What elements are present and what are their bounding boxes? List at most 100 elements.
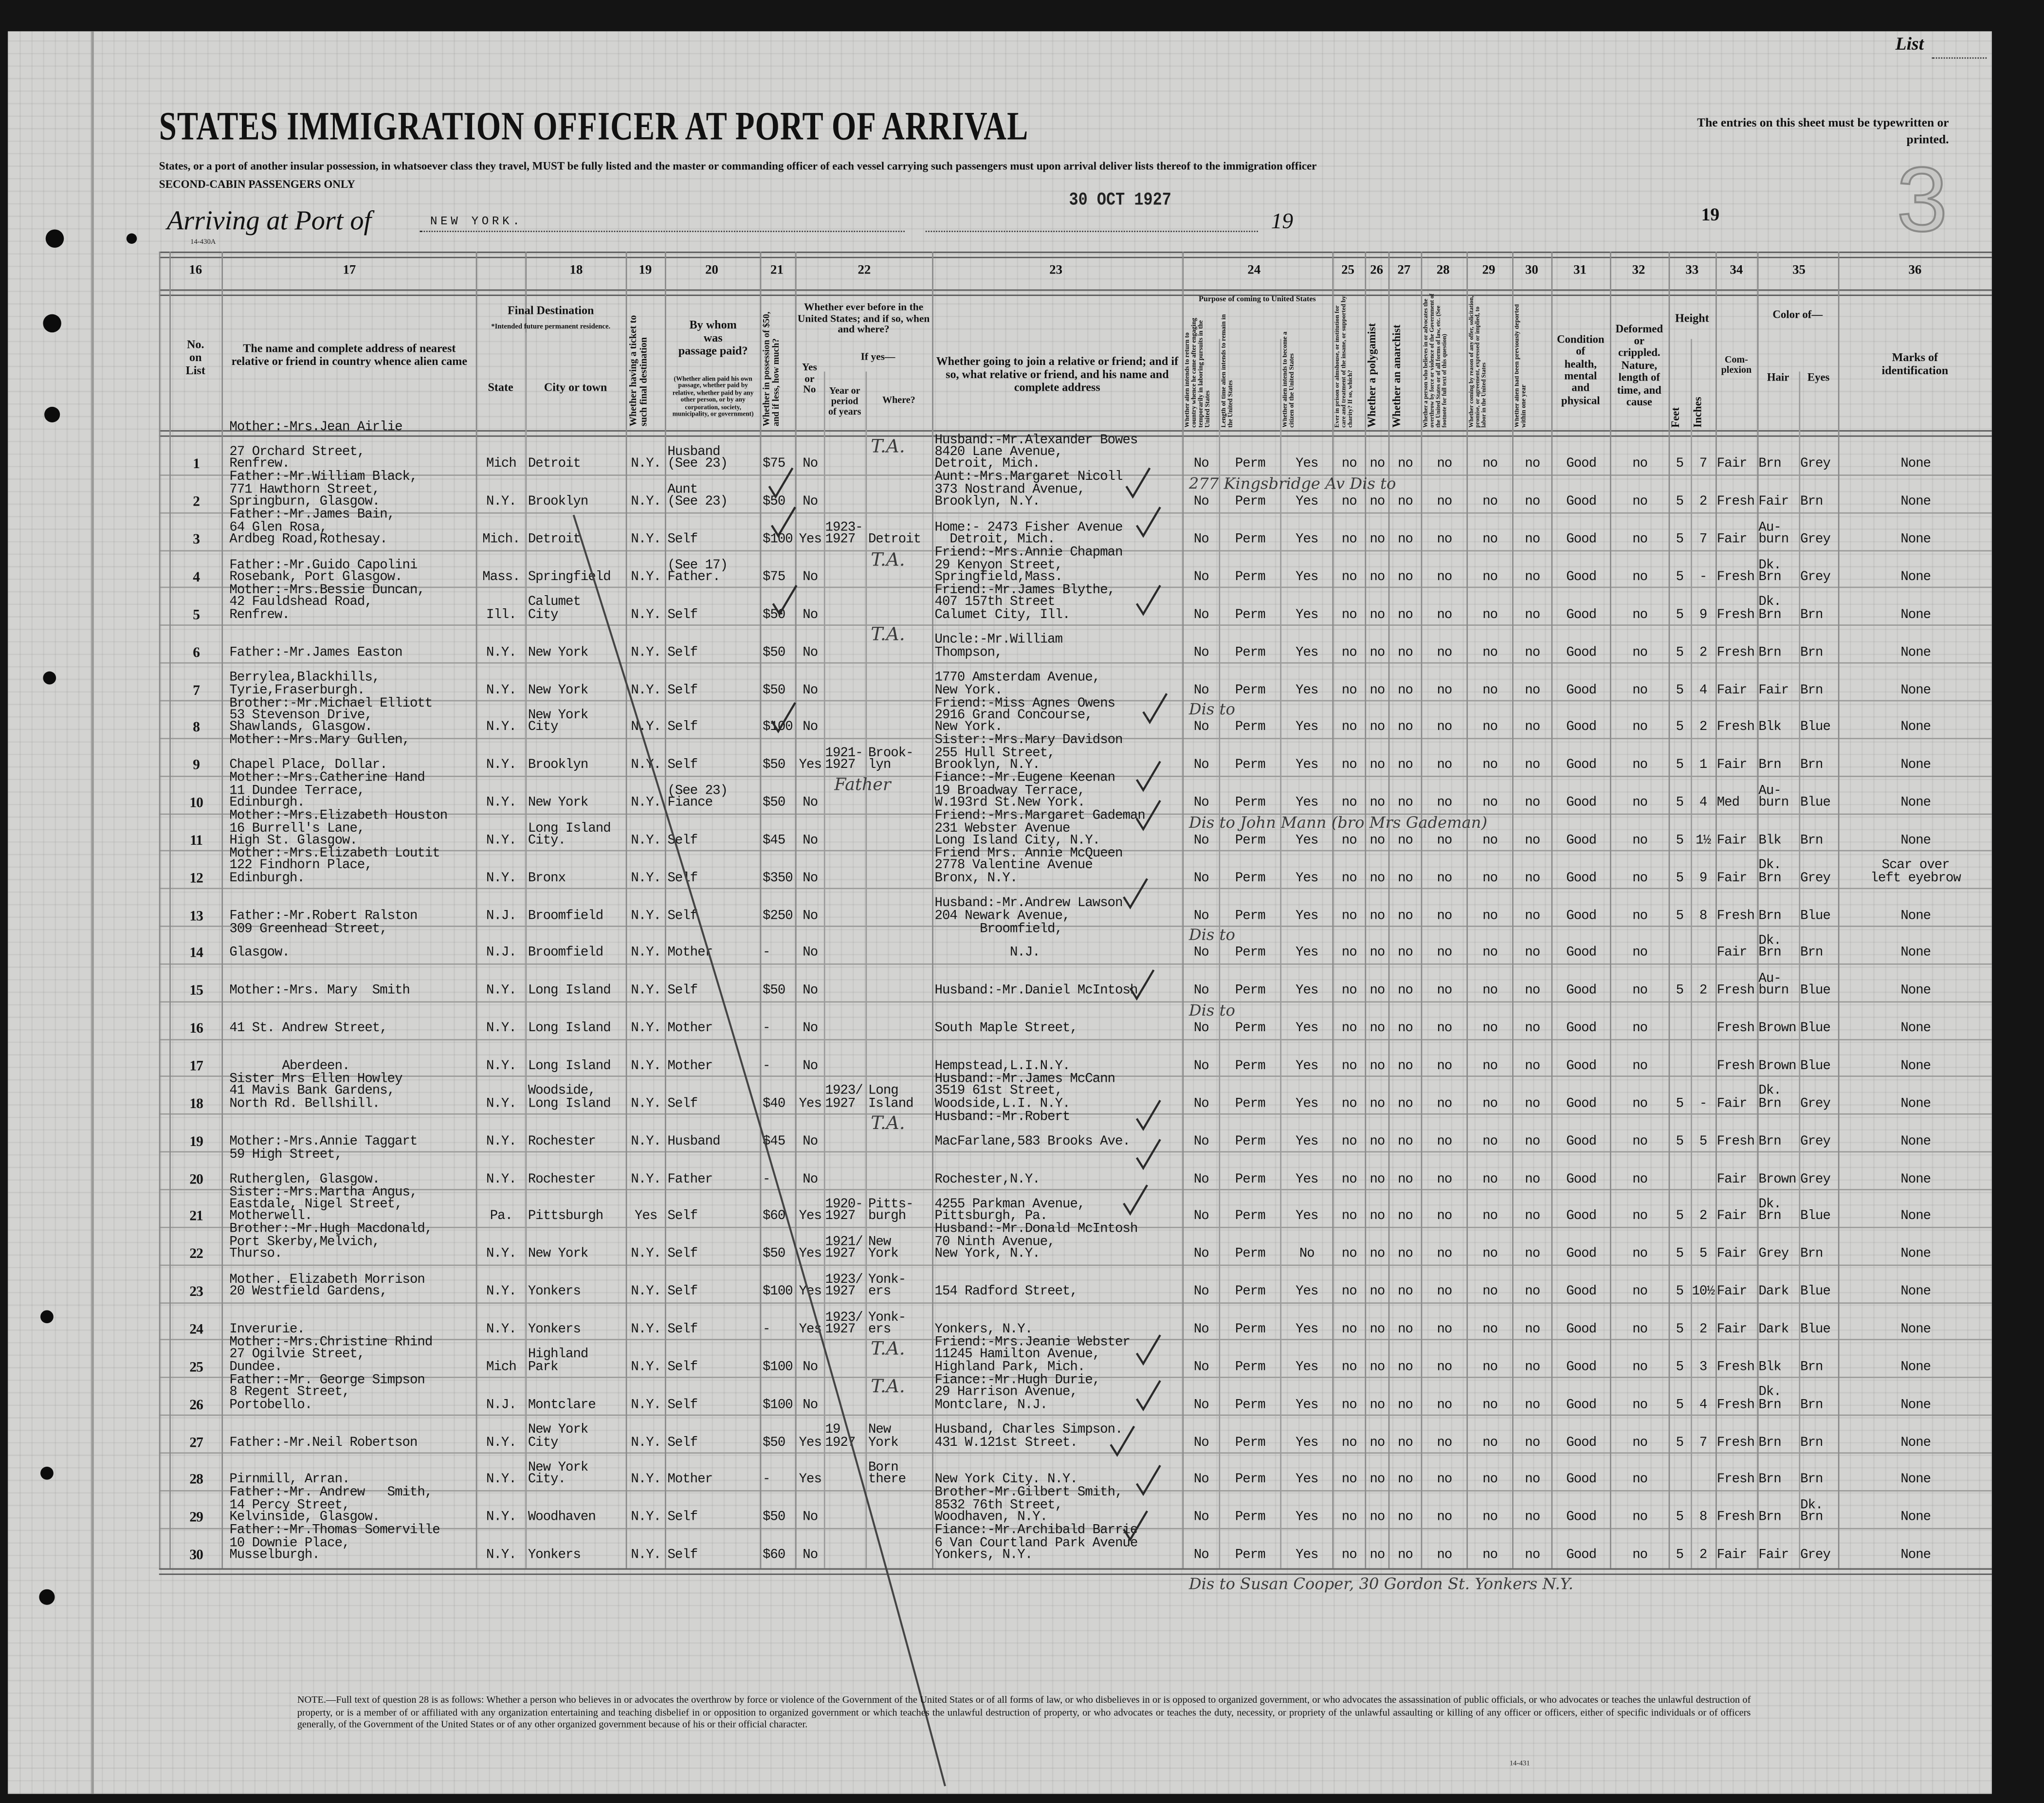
cell-deformed: no bbox=[1632, 721, 1648, 736]
cell-health: Good bbox=[1566, 1511, 1597, 1526]
cell-complexion: Fresh bbox=[1716, 1361, 1755, 1375]
column-divider bbox=[932, 252, 933, 1568]
cell-marks: None bbox=[1900, 947, 1931, 962]
cell-inches: 1 bbox=[1699, 759, 1707, 774]
header-height: Height bbox=[1675, 311, 1709, 324]
cell-citizen: Yes bbox=[1296, 1548, 1318, 1564]
cell-no: 16 bbox=[189, 1021, 203, 1037]
row-divider bbox=[159, 1226, 1992, 1228]
cell-years: 1923/ 1927 bbox=[825, 1273, 863, 1300]
column-divider bbox=[1716, 252, 1717, 1568]
cell-polygamist: no bbox=[1369, 684, 1385, 698]
column-number-22: 22 bbox=[858, 263, 871, 278]
cell-marks: None bbox=[1900, 984, 1931, 999]
cell-hair: Blk bbox=[1758, 721, 1781, 736]
cell-marks: None bbox=[1900, 721, 1931, 736]
cell-marks: None bbox=[1900, 1060, 1931, 1075]
cell-relative: Mother:-Mrs. Mary Smith bbox=[229, 984, 410, 999]
cell-health: Good bbox=[1566, 571, 1597, 585]
cell-hair: Dk. Brn bbox=[1758, 859, 1781, 887]
cell-deported: no bbox=[1525, 984, 1540, 999]
cell-prison: no bbox=[1341, 797, 1357, 811]
cell-labor: no bbox=[1482, 1172, 1498, 1187]
cell-health: Good bbox=[1566, 684, 1597, 698]
table-row: 14 309 Greenhead Street, Glasgow. N.J. Broo… bbox=[0, 923, 1994, 963]
binding-hole bbox=[43, 671, 56, 685]
cell-paid-by: Husband bbox=[667, 1135, 720, 1150]
cell-inches: 9 bbox=[1699, 608, 1707, 623]
cell-joining: 154 Radford Street, bbox=[934, 1285, 1078, 1300]
cell-complexion: Fair bbox=[1716, 947, 1748, 962]
table-row: 27 Father:-Mr.Neil Robertson N.Y. New York … bbox=[0, 1415, 1994, 1452]
cell-marks: None bbox=[1900, 646, 1931, 661]
table-row: 21 Sister:-Mrs.Martha Angus, Eastdale, Ni… bbox=[0, 1186, 1994, 1226]
column-divider bbox=[169, 252, 171, 1568]
cell-labor: no bbox=[1482, 909, 1498, 924]
cell-feet: 5 bbox=[1676, 1135, 1684, 1150]
cell-state: N.Y. bbox=[486, 1135, 517, 1150]
handwritten-note: Dis to bbox=[1188, 700, 1235, 718]
cell-years: 1921- 1927 bbox=[825, 747, 863, 774]
cell-marks: None bbox=[1900, 1210, 1931, 1225]
cell-citizen: Yes bbox=[1296, 1210, 1318, 1225]
cell-complexion: Fair bbox=[1716, 1323, 1748, 1338]
cell-relative: Father:-Mr.Thomas Somerville 10 Downie P… bbox=[229, 1524, 440, 1564]
cell-length: Perm bbox=[1235, 1285, 1266, 1300]
cell-q28: no bbox=[1437, 1172, 1452, 1187]
cell-return: No bbox=[1193, 872, 1209, 887]
cell-before: Yes bbox=[799, 533, 822, 548]
column-number-36: 36 bbox=[1908, 263, 1922, 278]
cell-money: - bbox=[762, 1022, 770, 1037]
cell-anarchist: no bbox=[1398, 1548, 1413, 1564]
cell-prison: no bbox=[1341, 872, 1357, 887]
row-divider bbox=[159, 1302, 1992, 1303]
cell-before: Yes bbox=[799, 759, 822, 774]
cell-marks: None bbox=[1900, 1172, 1931, 1187]
cell-joining: Uncle:-Mr.William Thompson, bbox=[934, 634, 1063, 661]
cell-money: $50 bbox=[762, 646, 785, 661]
cell-paid-by: Self bbox=[667, 1398, 698, 1413]
cell-no: 24 bbox=[189, 1322, 203, 1338]
cell-joining: Husband:-Mr.Donald McIntosh 70 Ninth Ave… bbox=[934, 1223, 1138, 1263]
cell-before: No bbox=[803, 1398, 818, 1413]
column-number-27: 27 bbox=[1397, 263, 1411, 278]
table-rule bbox=[159, 430, 1992, 437]
cell-marks: None bbox=[1900, 533, 1931, 548]
cell-joining: Husband:-Mr.Daniel McIntosh bbox=[934, 984, 1138, 999]
cell-joining: Fiance:-Mr.Archibald Barrie 6 Van Courtl… bbox=[934, 1524, 1138, 1564]
cell-labor: no bbox=[1482, 1511, 1498, 1526]
cell-return: No bbox=[1193, 1474, 1209, 1488]
cell-eyes: Brn bbox=[1800, 834, 1823, 849]
cell-deformed: no bbox=[1632, 1210, 1648, 1225]
cell-length: Perm bbox=[1235, 1548, 1266, 1564]
cell-years: 1923/ 1927 bbox=[825, 1085, 863, 1112]
cell-polygamist: no bbox=[1369, 1022, 1385, 1037]
cell-where: Long Island bbox=[868, 1085, 914, 1112]
cell-health: Good bbox=[1566, 1022, 1597, 1037]
cell-hair: Brown bbox=[1758, 1172, 1796, 1187]
cell-q28: no bbox=[1437, 1361, 1452, 1375]
cell-length: Perm bbox=[1235, 1210, 1266, 1225]
cell-relative: Pirnmill, Arran. bbox=[229, 1474, 350, 1488]
check-mark-icon bbox=[1135, 800, 1161, 831]
cell-eyes: Grey bbox=[1800, 571, 1831, 585]
cell-ticket: N.Y. bbox=[631, 1285, 661, 1300]
cell-anarchist: no bbox=[1398, 1210, 1413, 1225]
cell-return: No bbox=[1193, 646, 1209, 661]
cell-eyes: Grey bbox=[1800, 872, 1831, 887]
cell-ticket: N.Y. bbox=[631, 1022, 661, 1037]
cell-joining: Fiance:-Mr.Eugene Keenan 19 Broadway Ter… bbox=[934, 772, 1115, 811]
cell-deported: no bbox=[1525, 1398, 1540, 1413]
cell-inches: - bbox=[1699, 1097, 1707, 1112]
cell-deformed: no bbox=[1632, 909, 1648, 924]
cell-prison: no bbox=[1341, 1172, 1357, 1187]
cell-polygamist: no bbox=[1369, 797, 1385, 811]
cell-no: 4 bbox=[193, 569, 200, 585]
cell-state: N.Y. bbox=[486, 495, 517, 510]
cell-deformed: no bbox=[1632, 947, 1648, 962]
cell-deported: no bbox=[1525, 1248, 1540, 1263]
cell-state: Ill. bbox=[486, 608, 517, 623]
cell-relative: Father:-Mr.Robert Ralston bbox=[229, 909, 418, 924]
cell-before: No bbox=[803, 1060, 818, 1075]
cell-money: $100 bbox=[762, 721, 793, 736]
